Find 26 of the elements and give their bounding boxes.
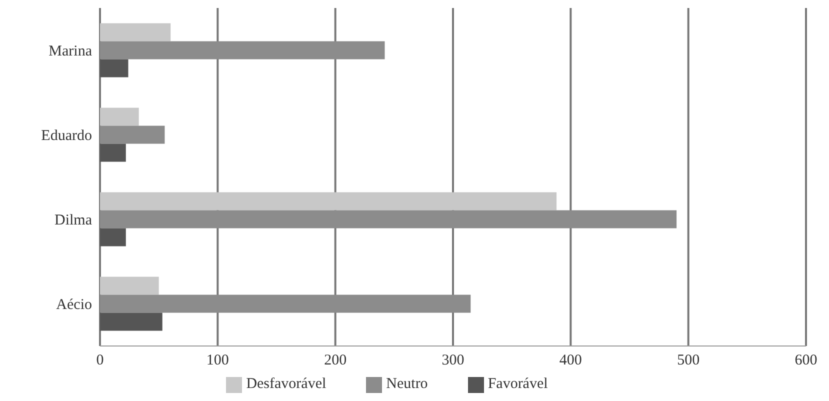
bar [100,192,557,210]
legend-label: Favorável [488,376,548,392]
x-tick-label: 600 [794,352,818,369]
x-tick-label: 100 [206,352,229,369]
y-tick-label: Marina [48,44,92,60]
x-tick-label: 500 [677,352,700,369]
bar [100,108,139,126]
y-tick-label: Dilma [54,212,92,229]
y-tick-label: Eduardo [41,128,92,144]
legend-label: Desfavorável [246,376,326,392]
y-tick-label: Aécio [56,297,92,314]
bar [100,312,162,331]
bar [100,41,385,60]
bar [100,294,471,313]
bar [100,59,128,78]
bar [100,228,126,246]
bar [100,23,171,42]
bar [100,210,677,228]
bar [100,276,159,295]
bar [100,144,126,162]
legend-label: Neutro [386,376,428,392]
x-tick-label: 400 [559,352,582,369]
x-tick-label: 300 [442,352,464,369]
x-tick-label: 200 [324,352,347,369]
bar [100,126,165,144]
x-tick-label: 0 [96,352,104,369]
